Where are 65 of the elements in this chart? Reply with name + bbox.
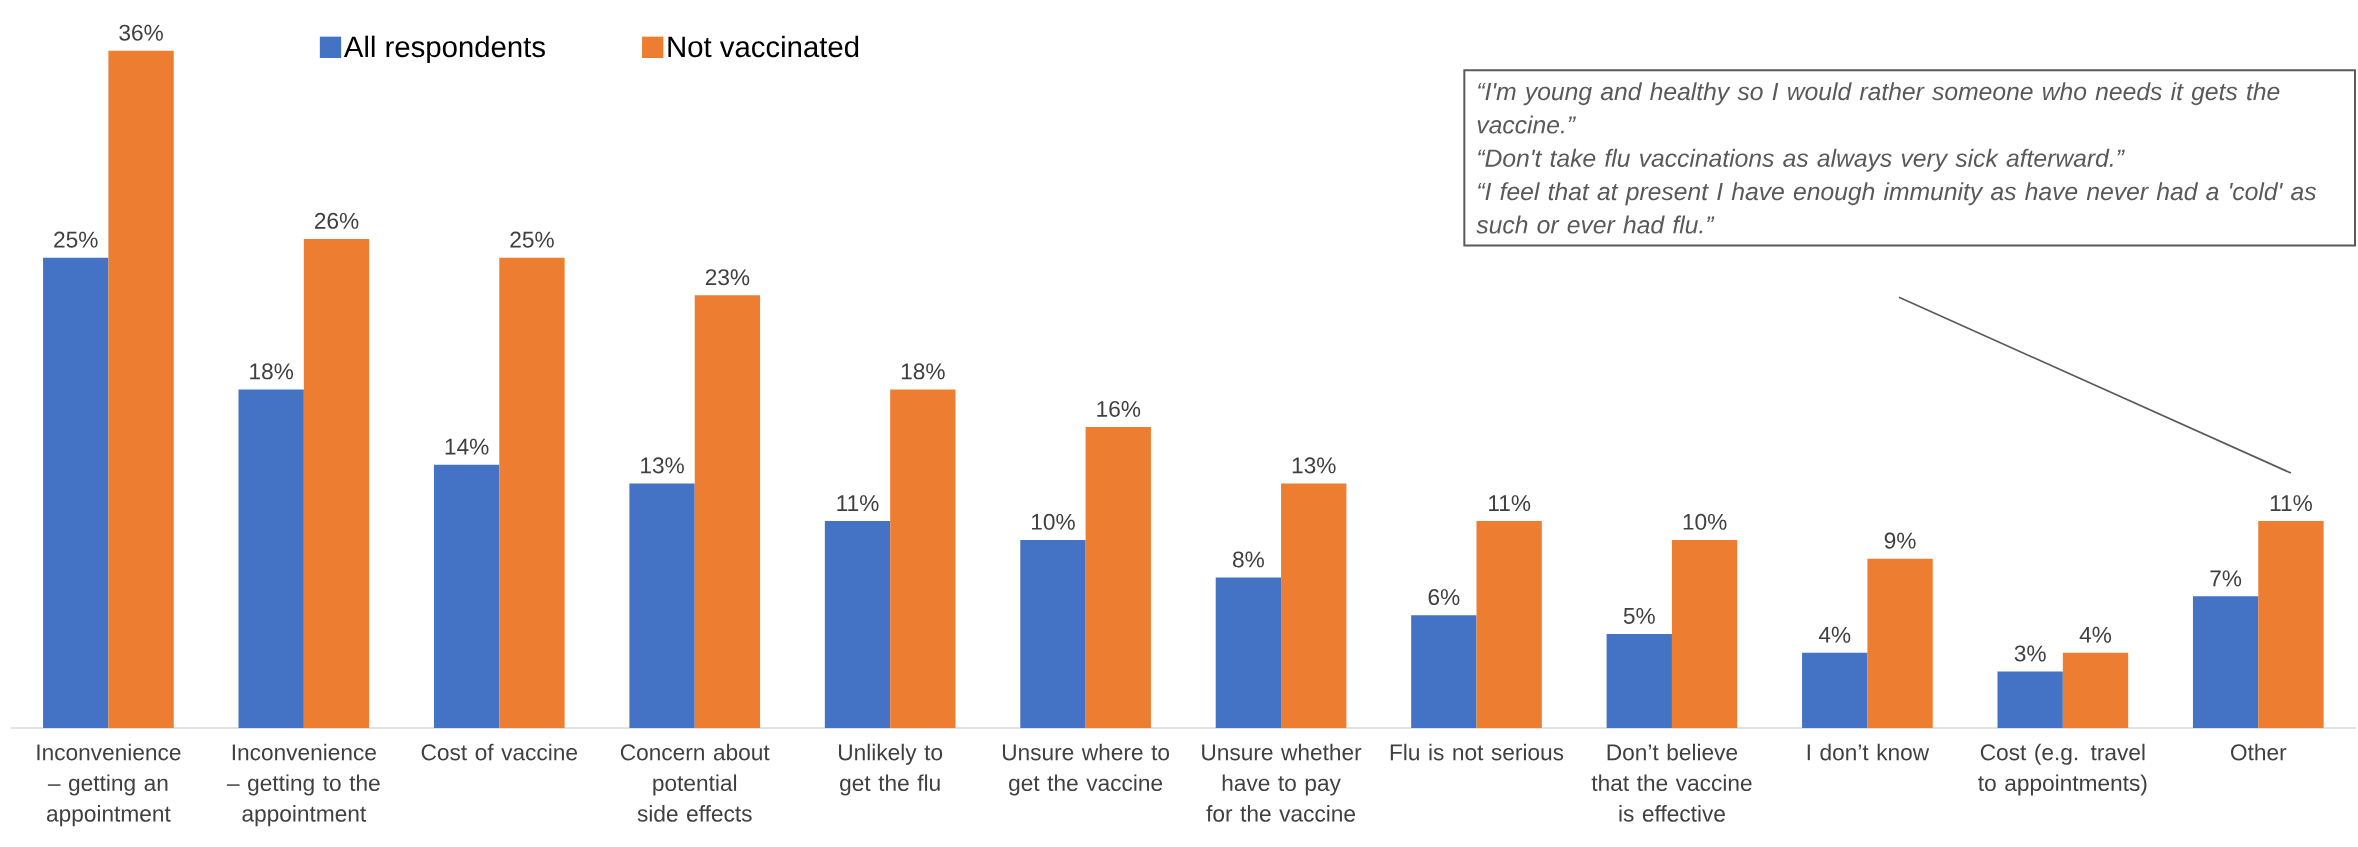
bar (824, 521, 891, 728)
x-tick-label: Unsure where to get the vaccine (1002, 743, 1170, 796)
data-label: 25% (510, 231, 554, 248)
bar (1606, 633, 1672, 728)
bar (1997, 671, 2063, 728)
bar (1085, 427, 1151, 728)
data-label: 11% (1489, 495, 1531, 512)
x-tick-label: Unlikely to get the flu (839, 743, 943, 796)
bar (303, 238, 370, 728)
data-label: 36% (119, 24, 163, 41)
data-label: 10% (1683, 513, 1727, 530)
annotation: “I'm young and healthy so I would rather someone who needs it gets the vaccine.” (1477, 82, 2280, 134)
data-label: 8% (1233, 551, 1264, 568)
bar (1867, 558, 1933, 728)
x-tick-label: Concern about potential side effects (620, 743, 770, 822)
x-tick-label: Inconvenience – getting to the appointment (226, 743, 380, 827)
data-label: 23% (705, 269, 750, 286)
annotation: “I feel that at present I have enough immunity as have never had a 'cold' as such or ever had flu.” (1476, 182, 2317, 234)
bar (2258, 521, 2324, 728)
data-label: 10% (1032, 513, 1075, 530)
data-label: 11% (2270, 495, 2312, 512)
data-label: 16% (1097, 400, 1141, 417)
bar (1411, 615, 1477, 728)
data-label: 4% (1818, 626, 1851, 643)
x-tick-label: Don’t believe that the vaccine is effective (1591, 743, 1752, 822)
data-label: 14% (445, 438, 489, 455)
x-tick-label: Cost of vaccine (421, 743, 577, 761)
bar (108, 50, 174, 728)
x-tick-label: Unsure whether have to pay for the vaccine (1202, 743, 1362, 822)
bar (890, 389, 956, 728)
data-label: 4% (2079, 626, 2112, 643)
bar (1802, 652, 1868, 728)
bar (2062, 652, 2129, 728)
annotation: “Don't take flu vaccinations as always very sick afterward.” (1478, 148, 2125, 172)
bar (499, 257, 565, 728)
data-label: 5% (1623, 607, 1655, 624)
x-tick-label: Cost (e.g. travel to appointments) (1978, 743, 2147, 796)
data-label: 18% (250, 363, 294, 380)
data-label: 18% (901, 363, 945, 380)
data-label: 26% (314, 212, 359, 229)
bar (238, 389, 304, 728)
x-tick-label: Flu is not serious (1390, 743, 1564, 761)
data-label: 9% (1884, 532, 1916, 549)
bar (1671, 539, 1738, 728)
x-tick-label: Inconvenience – getting an appointment (37, 743, 181, 827)
legend-label: All respondents (343, 35, 545, 64)
bar (1281, 483, 1347, 728)
bar (694, 295, 761, 728)
x-tick-label: Other (2231, 743, 2287, 761)
x-tick-label: I don’t know (1807, 743, 1930, 761)
bar (43, 257, 109, 728)
data-label: 3% (2014, 645, 2046, 662)
data-label: 7% (2210, 570, 2242, 587)
bar (1215, 577, 1282, 728)
bar (1020, 539, 1086, 728)
data-label: 6% (1428, 589, 1460, 606)
data-label: 13% (1292, 457, 1336, 474)
legend-label: Not vaccinated (668, 35, 859, 58)
bar (1476, 521, 1542, 728)
data-label: 11% (837, 495, 879, 512)
data-label: 25% (54, 231, 98, 248)
bar (629, 483, 695, 728)
bar (2192, 596, 2259, 728)
data-label: 13% (641, 457, 684, 474)
bar (433, 464, 500, 728)
